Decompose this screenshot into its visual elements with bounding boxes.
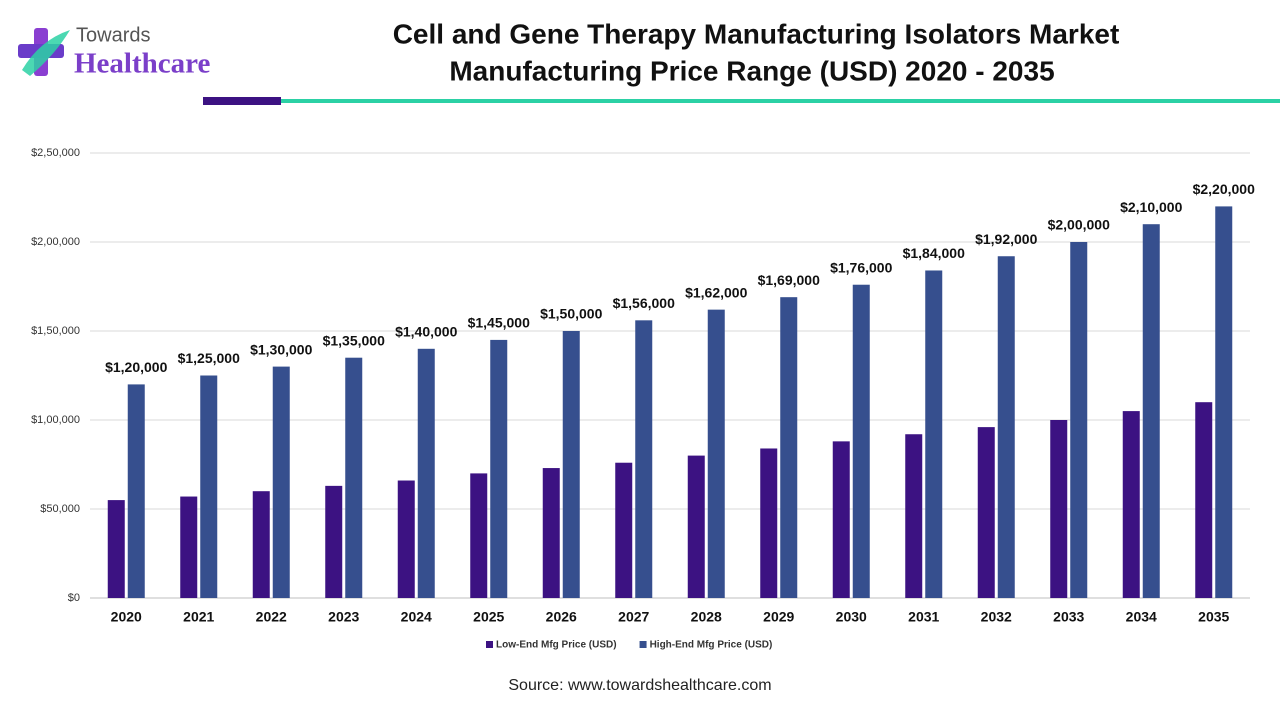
value-label: $1,84,000 — [903, 245, 965, 261]
bar — [977, 427, 995, 598]
x-tick-label: 2027 — [618, 609, 649, 625]
bar — [780, 297, 798, 598]
bar — [252, 491, 270, 598]
bar — [272, 366, 290, 598]
x-tick-label: 2029 — [763, 609, 794, 625]
value-label: $1,20,000 — [105, 359, 167, 375]
bar — [635, 320, 653, 598]
bar — [687, 455, 705, 598]
x-tick-label: 2025 — [473, 609, 504, 625]
y-tick-label: $1,50,000 — [31, 325, 80, 337]
bar — [905, 434, 923, 598]
bar — [997, 256, 1015, 598]
chart-title: Cell and Gene Therapy Manufacturing Isol… — [393, 18, 1120, 49]
x-tick-label: 2031 — [908, 609, 939, 625]
y-tick-label: $1,00,000 — [31, 414, 80, 426]
y-tick-label: $2,00,000 — [31, 236, 80, 248]
bar — [562, 331, 580, 598]
value-label: $2,20,000 — [1193, 181, 1255, 197]
x-tick-label: 2021 — [183, 609, 214, 625]
x-tick-label: 2032 — [981, 609, 1012, 625]
value-label: $1,45,000 — [468, 315, 530, 331]
y-tick-label: $2,50,000 — [31, 147, 80, 159]
bar — [325, 485, 343, 598]
bar — [107, 500, 125, 598]
value-label: $1,40,000 — [395, 324, 457, 340]
value-label: $1,25,000 — [178, 350, 240, 366]
value-label: $1,69,000 — [758, 272, 820, 288]
bar — [1195, 402, 1213, 598]
legend-swatch — [486, 641, 493, 648]
header-accent — [203, 97, 281, 105]
legend-label: High-End Mfg Price (USD) — [650, 640, 773, 651]
x-tick-label: 2028 — [691, 609, 722, 625]
bar — [180, 496, 198, 598]
value-label: $1,30,000 — [250, 341, 312, 357]
bar — [1142, 224, 1160, 598]
y-tick-label: $0 — [68, 592, 80, 604]
x-tick-label: 2030 — [836, 609, 867, 625]
bar — [127, 384, 145, 598]
bar — [760, 448, 778, 598]
logo-icon — [18, 28, 70, 76]
bar — [1070, 242, 1088, 598]
value-label: $1,35,000 — [323, 332, 385, 348]
value-label: $1,62,000 — [685, 284, 747, 300]
x-tick-label: 2020 — [111, 609, 142, 625]
bar — [470, 473, 488, 598]
x-tick-label: 2024 — [401, 609, 432, 625]
bar — [542, 468, 560, 598]
value-label: $1,56,000 — [613, 295, 675, 311]
bar — [1215, 206, 1233, 598]
x-tick-label: 2026 — [546, 609, 577, 625]
bar — [832, 441, 850, 598]
value-label: $2,00,000 — [1048, 217, 1110, 233]
value-label: $2,10,000 — [1120, 199, 1182, 215]
bar — [397, 480, 415, 598]
legend-swatch — [639, 641, 647, 648]
bar — [925, 270, 943, 598]
bar — [707, 309, 725, 598]
x-tick-label: 2033 — [1053, 609, 1084, 625]
bar — [490, 339, 508, 598]
x-tick-label: 2034 — [1126, 609, 1157, 625]
value-label: $1,50,000 — [540, 306, 602, 322]
bar — [1122, 411, 1140, 598]
bar — [852, 284, 870, 598]
logo-top: Towards — [76, 24, 150, 46]
header-rule — [281, 99, 1280, 103]
legend-label: Low-End Mfg Price (USD) — [496, 640, 617, 651]
chart-subtitle: Manufacturing Price Range (USD) 2020 - 2… — [449, 55, 1054, 86]
x-tick-label: 2035 — [1198, 609, 1229, 625]
x-tick-label: 2023 — [328, 609, 359, 625]
bar — [200, 375, 218, 598]
source: Source: www.towardshealthcare.com — [508, 677, 771, 694]
bar — [615, 462, 633, 598]
x-tick-label: 2022 — [256, 609, 287, 625]
bar — [1050, 420, 1068, 598]
bar — [417, 348, 435, 598]
logo-bottom: Healthcare — [74, 48, 210, 80]
bar — [345, 357, 363, 598]
y-tick-label: $50,000 — [40, 503, 80, 515]
value-label: $1,76,000 — [830, 259, 892, 275]
value-label: $1,92,000 — [975, 231, 1037, 247]
